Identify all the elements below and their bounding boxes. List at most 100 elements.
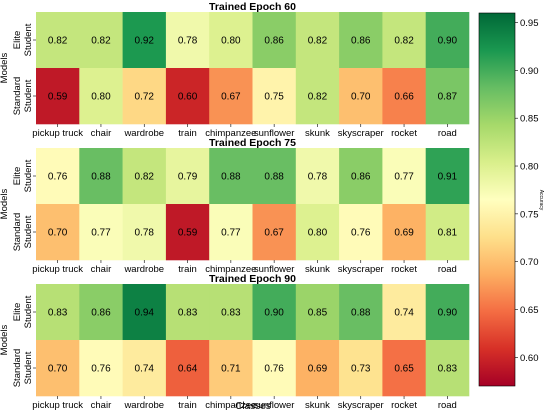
heatmap-cell	[252, 68, 297, 125]
cell-value-label: 0.59	[178, 228, 198, 239]
cell-value-label: 0.76	[91, 364, 111, 375]
panel-title: Trained Epoch 90	[209, 273, 296, 285]
heatmap-cell	[382, 204, 426, 261]
column-label: skyscraper	[338, 128, 384, 139]
row-label: StandardStudent	[12, 77, 34, 116]
column-label: road	[438, 264, 457, 275]
cell-value-label: 0.86	[351, 36, 371, 47]
cell-value-label: 0.76	[264, 364, 284, 375]
heatmap-cell	[209, 12, 253, 69]
heatmap-panel: Trained Epoch 90 0.83 0.86 0.94 0.83 0.83 0.90…	[0, 273, 470, 411]
colorbar-tick-label: 0.60	[520, 353, 539, 364]
cell-value-label: 0.77	[91, 228, 111, 239]
heatmap-cell	[339, 148, 383, 205]
cell-value-label: 0.82	[91, 36, 111, 47]
cell-value-label: 0.88	[264, 172, 284, 183]
cell-value-label: 0.72	[135, 92, 155, 103]
colorbar-tick-label: 0.90	[520, 66, 539, 77]
cell-value-label: 0.83	[438, 364, 458, 375]
row-label: StandardStudent	[12, 349, 34, 388]
heatmap-cell	[36, 340, 80, 397]
heatmap-cell	[122, 12, 167, 69]
heatmap-cell	[36, 68, 80, 125]
row-label: EliteStudent	[12, 159, 34, 192]
heatmap-cell	[382, 340, 426, 397]
column-label: pickup truck	[32, 400, 83, 411]
column-label: wardrobe	[123, 400, 164, 411]
colorbar-gradient	[478, 12, 516, 387]
cell-value-label: 0.91	[438, 172, 458, 183]
heatmap-cell	[36, 12, 80, 69]
heatmap-cell	[122, 340, 167, 397]
heatmap-panel: Trained Epoch 75 0.76 0.88 0.82 0.79 0.88 0.88…	[0, 137, 470, 275]
heatmap-cell	[36, 204, 80, 261]
cell-value-label: 0.69	[308, 364, 328, 375]
heatmap-cell	[382, 12, 426, 69]
heatmap-cell	[252, 204, 297, 261]
column-label: chimpanzee	[205, 400, 256, 411]
cell-value-label: 0.83	[48, 308, 68, 319]
cell-value-label: 0.66	[394, 92, 414, 103]
cell-value-label: 0.74	[135, 364, 155, 375]
heatmap-cell	[382, 284, 426, 341]
heatmap-cell	[339, 68, 383, 125]
heatmap-cell	[295, 12, 340, 69]
cell-value-label: 0.80	[221, 36, 241, 47]
heatmap-cell	[36, 148, 80, 205]
cell-value-label: 0.70	[48, 228, 68, 239]
cell-value-label: 0.90	[264, 308, 284, 319]
cell-value-label: 0.82	[135, 172, 155, 183]
row-label: EliteStudent	[12, 295, 34, 328]
heatmap-cell	[122, 148, 167, 205]
cell-value-label: 0.88	[91, 172, 111, 183]
cell-value-label: 0.71	[221, 364, 241, 375]
heatmap-cell	[122, 204, 167, 261]
column-label: sunflower	[254, 264, 295, 275]
heatmap-cell	[252, 284, 297, 341]
column-label: skyscraper	[338, 264, 384, 275]
cell-value-label: 0.90	[438, 308, 458, 319]
heatmap-cell	[79, 284, 123, 341]
heatmap-cell	[295, 68, 340, 125]
colorbar-label: Accuracy	[538, 190, 544, 211]
column-label: train	[178, 128, 196, 139]
heatmap-cell	[425, 68, 470, 125]
heatmap-cell	[79, 68, 123, 125]
column-label: skunk	[305, 264, 330, 275]
column-label: wardrobe	[123, 128, 164, 139]
cell-value-label: 0.77	[394, 172, 414, 183]
y-axis-label: Models	[0, 324, 10, 355]
colorbar-ticks: 0.60 0.65 0.70 0.75 0.80 0.85 0.90 0.95	[515, 18, 539, 364]
panel-title: Trained Epoch 60	[209, 1, 296, 13]
column-label: chair	[91, 264, 112, 275]
column-label: chair	[91, 128, 112, 139]
cell-value-label: 0.79	[178, 172, 198, 183]
heatmap-panels: Trained Epoch 60 0.82 0.82 0.92 0.78 0.80 0.86…	[0, 1, 470, 411]
colorbar-tick-label: 0.80	[520, 162, 539, 173]
heatmap-cell	[165, 148, 210, 205]
colorbar-tick-label: 0.75	[520, 209, 539, 220]
column-label: sunflower	[254, 128, 295, 139]
colorbar-tick-label: 0.65	[520, 305, 539, 316]
column-label: skunk	[305, 400, 330, 411]
heatmap-cell	[339, 340, 383, 397]
heatmap-cell	[36, 284, 80, 341]
heatmap-cell	[252, 148, 297, 205]
cell-value-label: 0.76	[48, 172, 68, 183]
colorbar-tick-label: 0.85	[520, 114, 539, 125]
y-axis-label: Models	[0, 188, 10, 219]
cell-value-label: 0.74	[394, 308, 414, 319]
cell-value-label: 0.85	[308, 308, 328, 319]
heatmap-cell	[79, 204, 123, 261]
cell-value-label: 0.88	[351, 308, 371, 319]
heatmap-cell	[295, 340, 340, 397]
heatmap-cell	[209, 204, 253, 261]
cell-value-label: 0.76	[351, 228, 371, 239]
heatmap-cell	[122, 68, 167, 125]
column-label: skyscraper	[338, 400, 384, 411]
cell-value-label: 0.83	[221, 308, 241, 319]
heatmap-cell	[339, 12, 383, 69]
heatmap-cell	[79, 12, 123, 69]
heatmap-cell	[122, 284, 167, 341]
heatmap-cell	[209, 68, 253, 125]
